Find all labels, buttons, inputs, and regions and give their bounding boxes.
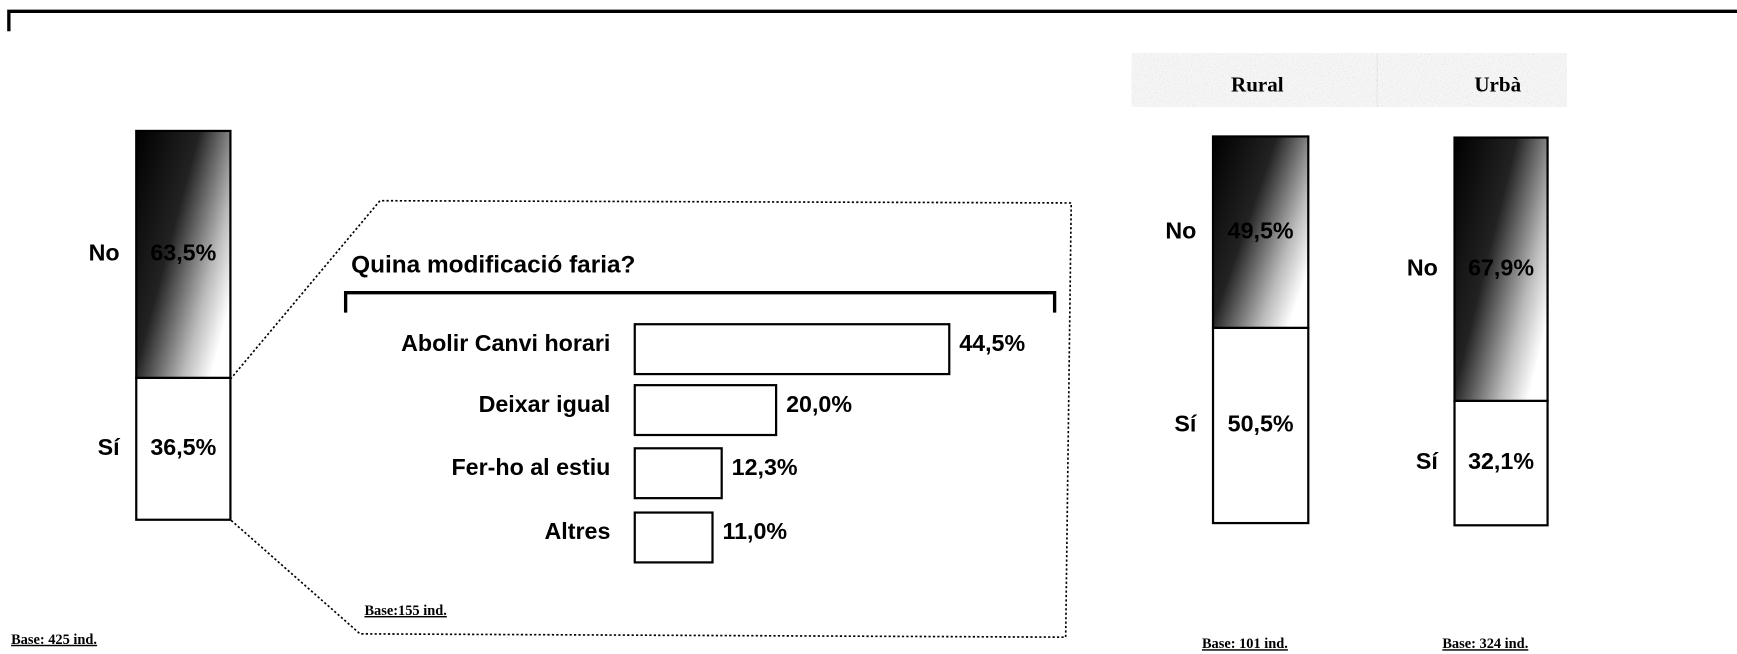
value-label: 67,9% (1468, 254, 1534, 280)
category-label: Abolir Canvi horari (401, 330, 610, 356)
charts: Sí 36,5% No 63,5% Base: 425 ind. Quina modifi… (11, 72, 1549, 652)
base-note: Base: 101 ind. (1202, 636, 1288, 652)
bracket (343, 290, 1057, 313)
value-label: 44,5% (959, 330, 1025, 356)
bar (633, 384, 778, 437)
base-note: Base: 425 ind. (11, 632, 97, 648)
bar-segment (135, 129, 232, 379)
chart-title: Quina modificació faria? (351, 252, 635, 279)
bar (633, 447, 723, 500)
category-label: Sí (1416, 448, 1440, 474)
base-note: Base: 324 ind. (1442, 636, 1528, 652)
value-label: 36,5% (150, 434, 216, 460)
category-label: No (89, 240, 120, 266)
bar-segment (1211, 135, 1310, 329)
column-header: Urbà (1474, 72, 1521, 96)
value-label: 50,5% (1228, 411, 1294, 437)
category-label: Sí (98, 434, 122, 460)
value-label: 32,1% (1468, 448, 1534, 474)
category-label: Fer-ho al estiu (451, 454, 610, 480)
category-label: No (1407, 254, 1438, 280)
header-bg (1152, 57, 1358, 103)
column-header: Rural (1231, 72, 1284, 96)
bar-segment (135, 376, 232, 521)
value-label: 12,3% (732, 454, 798, 480)
value-label: 63,5% (150, 240, 216, 266)
bar (633, 323, 951, 376)
value-label: 11,0% (722, 518, 787, 544)
category-label: Altres (544, 518, 610, 544)
bar-segment (1211, 326, 1310, 525)
category-label: No (1165, 217, 1196, 243)
frame (7, 9, 1737, 32)
value-label: 20,0% (786, 391, 852, 417)
bar (633, 511, 714, 564)
category-label: Sí (1174, 411, 1198, 437)
zoom-box (229, 199, 1073, 639)
bar-segment (1453, 136, 1549, 402)
value-label: 49,5% (1228, 217, 1294, 243)
base-note: Base:155 ind. (364, 603, 446, 619)
category-label: Deixar igual (479, 391, 611, 417)
header-bg (1392, 57, 1551, 103)
